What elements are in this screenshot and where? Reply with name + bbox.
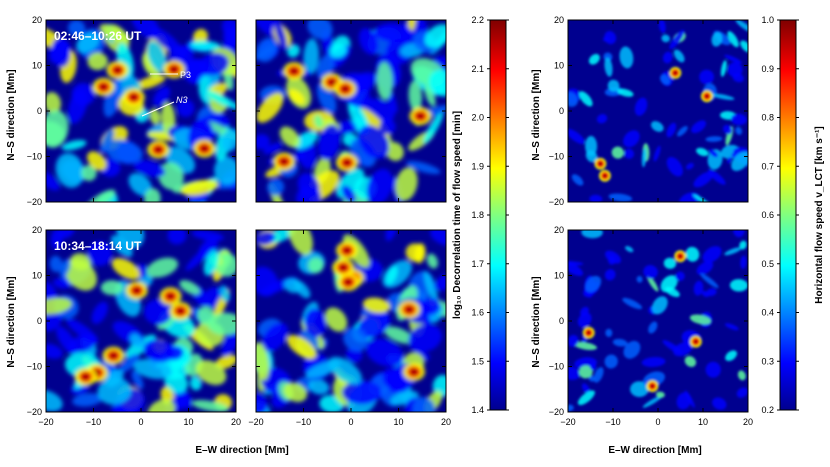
x-tick-label: 20 — [743, 417, 753, 427]
panel-decorrelation-top-left: 20 10 0 −10 −20 — [27, 15, 237, 207]
y-tick-label: 0 — [37, 106, 42, 116]
colorbar-tick-label: 0.3 — [761, 356, 774, 366]
colorbar-tick-label: 0.6 — [761, 210, 774, 220]
colorbar-tick-label: 0.2 — [761, 405, 774, 415]
y-tick-label: −10 — [549, 362, 564, 372]
colorbar-tick-label: 1.5 — [471, 356, 484, 366]
y-tick-label: −10 — [549, 152, 564, 162]
colorbar-tick-label: 1.9 — [471, 161, 484, 171]
y-tick-label: 10 — [554, 271, 564, 281]
y-tick-label: −10 — [27, 362, 42, 372]
y-axis-label-bottom: N–S direction [Mm] — [6, 276, 17, 367]
colorbar-decorrelation-label: log₁₀ Decorrelation time of flow speed [… — [452, 111, 463, 319]
y-tick-label: −20 — [549, 407, 564, 417]
panel-decorrelation-bottom-right: −20 −10 0 10 20 — [248, 229, 451, 427]
x-tick-label: 10 — [183, 417, 193, 427]
time-label-bottom: 10:34–18:14 UT — [54, 239, 142, 253]
y-tick-label: −20 — [27, 197, 42, 207]
colorbar-tick-label: 0.5 — [761, 259, 774, 269]
x-tick-label: 20 — [231, 417, 241, 427]
y-tick-label: −10 — [27, 152, 42, 162]
x-tick-label: 0 — [655, 417, 660, 427]
colorbar-tick-label: 1.6 — [471, 308, 484, 318]
y-tick-label: 0 — [559, 316, 564, 326]
y-tick-label: 0 — [37, 316, 42, 326]
panel-decorrelation-top-right — [255, 19, 447, 203]
x-tick-label: −20 — [248, 417, 263, 427]
x-tick-label: 10 — [393, 417, 403, 427]
y-tick-label: 20 — [32, 225, 42, 235]
x-axis-label-right: E–W direction [Mm] — [608, 445, 701, 456]
colorbar-decorrelation: 1.4 1.5 1.6 1.7 1.8 1.9 2.0 2.1 2.2 log₁₀ Decorr… — [452, 15, 509, 415]
colorbar-tick-label: 0.8 — [761, 113, 774, 123]
x-tick-label: 20 — [441, 417, 451, 427]
x-tick-label: 10 — [698, 417, 708, 427]
marker-n3-label: N3 — [176, 95, 188, 105]
x-tick-label: 0 — [138, 417, 143, 427]
y-axis-label-right-top: N–S direction [Mm] — [531, 69, 542, 160]
colorbar-tick-label: 0.4 — [761, 308, 774, 318]
y-tick-label: 0 — [559, 106, 564, 116]
y-tick-label: 20 — [554, 225, 564, 235]
panel-flow-top: 20 10 0 −10 −20 — [549, 15, 749, 207]
panel-decorrelation-bottom-left: 20 10 0 −10 −20−20 −10 0 10 20 — [27, 225, 241, 427]
y-tick-label: 10 — [32, 271, 42, 281]
x-tick-label: 0 — [348, 417, 353, 427]
y-tick-label: −20 — [27, 407, 42, 417]
colorbar-flow-speed-label: Horizontal flow speed v_LCT [km s⁻¹] — [814, 126, 825, 304]
x-tick-label: −10 — [605, 417, 620, 427]
x-axis-label-left: E–W direction [Mm] — [195, 445, 288, 456]
x-tick-label: −10 — [296, 417, 311, 427]
colorbar-tick-label: 2.0 — [471, 113, 484, 123]
y-tick-label: −20 — [549, 197, 564, 207]
x-tick-label: −20 — [38, 417, 53, 427]
y-tick-label: 10 — [32, 61, 42, 71]
y-tick-label: 10 — [554, 61, 564, 71]
colorbar-tick-label: 1.0 — [761, 15, 774, 25]
y-tick-label: 20 — [554, 15, 564, 25]
y-axis-label-right-bottom: N–S direction [Mm] — [531, 276, 542, 367]
marker-n3-line — [141, 101, 175, 117]
panel-flow-bottom: 20 10 0 −10 −20−20 −10 0 10 20 — [549, 225, 753, 427]
x-tick-label: −20 — [560, 417, 575, 427]
colorbar-tick-label: 0.9 — [761, 64, 774, 74]
y-tick-label: 20 — [32, 15, 42, 25]
colorbar-flow-speed: 0.2 0.3 0.4 0.5 0.6 0.7 0.8 0.9 1.0 Horizontal f… — [761, 15, 825, 415]
marker-p3-label: P3 — [180, 70, 191, 80]
colorbar-tick-label: 2.1 — [471, 64, 484, 74]
colorbar-tick-label: 1.8 — [471, 210, 484, 220]
y-axis-label-top: N–S direction [Mm] — [6, 69, 17, 160]
x-tick-label: −10 — [86, 417, 101, 427]
colorbar-tick-label: 1.7 — [471, 259, 484, 269]
colorbar-tick-label: 2.2 — [471, 15, 484, 25]
colorbar-tick-label: 0.7 — [761, 161, 774, 171]
colorbar-tick-label: 1.4 — [471, 405, 484, 415]
time-label-top: 02:46–10:26 UT — [54, 29, 142, 43]
